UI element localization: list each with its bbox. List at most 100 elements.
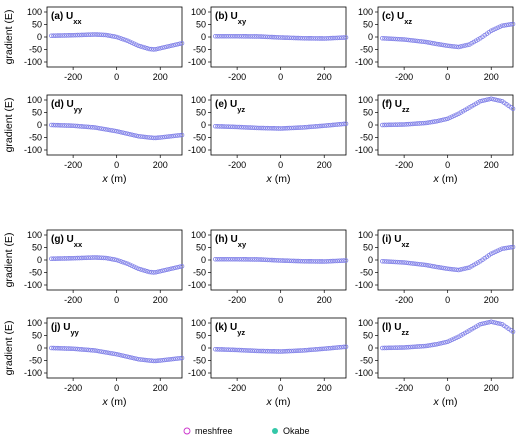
data-point	[408, 344, 413, 350]
data-point	[79, 347, 85, 352]
data-point	[506, 22, 511, 28]
data-point	[77, 32, 82, 38]
data-point	[243, 257, 249, 262]
data-point	[170, 265, 176, 271]
data-point	[254, 348, 260, 354]
data-point	[417, 121, 422, 126]
data-point	[430, 119, 435, 125]
data-point	[300, 125, 305, 130]
y-tick-label: 100	[358, 7, 373, 17]
data-point	[326, 123, 331, 128]
data-point	[269, 257, 275, 263]
legend-marker-okabe	[272, 428, 278, 434]
panel-label: (a) Uxx	[51, 11, 82, 26]
data-point	[179, 263, 185, 269]
data-point	[59, 346, 65, 351]
data-point	[101, 32, 106, 38]
data-point	[241, 34, 246, 39]
data-point	[94, 32, 100, 37]
data-point	[297, 125, 303, 130]
data-point	[116, 129, 122, 135]
data-point	[157, 358, 163, 363]
data-point	[319, 123, 325, 129]
data-point	[136, 133, 141, 139]
data-point	[451, 44, 457, 49]
data-point	[319, 259, 325, 264]
data-point	[282, 258, 288, 263]
data-point	[328, 122, 334, 128]
data-point	[164, 134, 170, 140]
panel-label: (j) Uyy	[51, 322, 80, 337]
data-point	[332, 35, 338, 41]
data-point	[337, 345, 342, 350]
data-point	[160, 268, 165, 274]
data-point	[417, 344, 422, 349]
data-point	[142, 134, 148, 140]
x-tick-label: 200	[317, 160, 332, 170]
data-point	[153, 46, 159, 52]
data-point	[456, 44, 461, 50]
data-point	[234, 347, 240, 353]
data-point	[304, 258, 310, 264]
data-point	[291, 35, 297, 41]
data-point	[406, 344, 411, 350]
data-point	[250, 257, 255, 262]
data-point	[339, 344, 344, 350]
data-point	[393, 122, 398, 127]
data-point	[493, 320, 498, 326]
panel-label: (l) Uzz	[382, 322, 409, 337]
data-point	[123, 260, 128, 266]
data-point	[96, 348, 102, 354]
y-tick-label: 50	[32, 20, 42, 30]
data-point	[166, 266, 172, 272]
data-point	[70, 346, 76, 352]
data-point	[410, 344, 416, 350]
data-point	[308, 124, 314, 130]
data-point	[66, 346, 72, 351]
data-point	[151, 358, 156, 364]
data-point	[55, 33, 61, 38]
data-point	[274, 34, 279, 40]
data-point	[265, 348, 270, 354]
data-point	[162, 267, 167, 273]
x-tick-label: 200	[484, 383, 499, 393]
data-point	[107, 127, 113, 133]
x-tick-label: 200	[317, 383, 332, 393]
data-point	[332, 345, 338, 351]
data-point	[260, 348, 266, 354]
data-point	[164, 44, 170, 50]
data-point	[75, 32, 80, 38]
y-tick-label: -100	[24, 57, 42, 67]
data-point	[149, 46, 154, 52]
data-point	[250, 348, 255, 354]
data-point	[213, 346, 218, 352]
data-point	[414, 121, 420, 126]
data-point	[155, 135, 161, 141]
data-point	[118, 129, 124, 135]
data-point	[221, 256, 227, 262]
data-point	[495, 97, 501, 103]
data-point	[497, 247, 503, 253]
data-point	[177, 132, 183, 138]
data-point	[317, 36, 323, 41]
data-point	[252, 125, 257, 131]
y-tick-label: 50	[363, 108, 373, 118]
data-point	[380, 35, 385, 41]
data-point	[57, 256, 63, 261]
data-point	[120, 130, 126, 136]
data-point	[228, 256, 233, 262]
x-tick-label: 0	[114, 295, 119, 305]
data-point	[399, 345, 405, 350]
data-point	[493, 26, 498, 32]
data-point	[339, 35, 344, 40]
data-point	[118, 36, 124, 41]
data-point	[64, 256, 69, 261]
data-point	[230, 33, 236, 39]
panel-b: -100 -50 0 50 100 -200 0 200 (b) Uxy	[188, 6, 349, 82]
data-point	[508, 22, 514, 27]
data-point	[313, 259, 318, 264]
x-tick-label: 200	[484, 160, 499, 170]
data-point	[330, 35, 336, 41]
data-point	[313, 347, 318, 352]
